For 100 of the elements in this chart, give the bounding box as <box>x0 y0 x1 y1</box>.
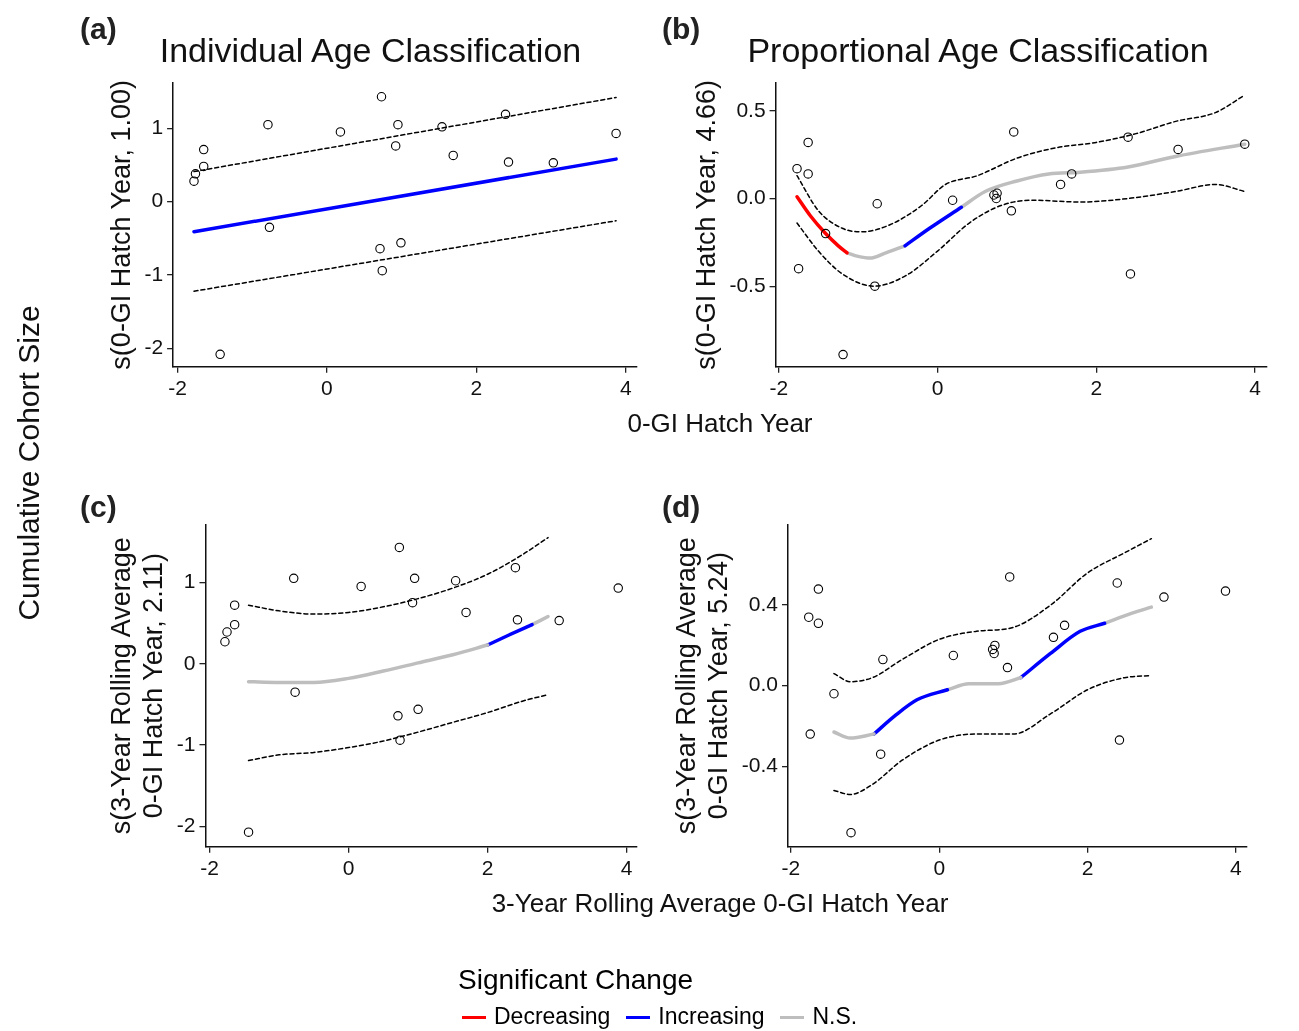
point <box>1066 169 1077 179</box>
x-tick-label: 0 <box>931 376 944 400</box>
point <box>804 612 814 622</box>
point <box>838 349 848 360</box>
point <box>820 228 831 239</box>
point <box>377 265 387 276</box>
line-series <box>872 687 950 736</box>
point <box>189 176 199 186</box>
line-series <box>247 693 549 762</box>
point <box>461 607 471 618</box>
y-tick-label: -1 <box>176 731 196 755</box>
point <box>503 157 514 167</box>
line-series <box>246 643 490 685</box>
point <box>875 749 886 759</box>
point <box>413 704 423 715</box>
x-tick-label: 2 <box>470 376 483 400</box>
x-axis-title: 0-GI Hatch Year <box>626 408 814 439</box>
point <box>437 122 447 132</box>
point <box>554 615 564 626</box>
point <box>396 238 406 248</box>
point <box>448 150 458 161</box>
legend-title: Significant Change <box>458 964 694 996</box>
line-series <box>1019 621 1107 680</box>
point <box>813 618 824 629</box>
point <box>872 199 882 209</box>
point <box>229 619 240 630</box>
point <box>512 615 523 625</box>
x-tick-label: 0 <box>342 856 355 880</box>
point <box>1240 139 1250 149</box>
chart-title: Individual Age Classification <box>159 30 582 69</box>
text: (a) <box>80 12 117 46</box>
point <box>613 583 623 593</box>
point <box>813 584 824 594</box>
point <box>1002 662 1013 673</box>
point <box>1123 132 1133 142</box>
legend-label: Decreasing <box>494 1003 611 1029</box>
y-tick-label: 0.5 <box>736 97 766 121</box>
point <box>947 195 958 206</box>
x-tick-label: 4 <box>620 856 633 880</box>
point <box>243 827 254 837</box>
y-tick-label: 0.0 <box>748 672 778 696</box>
point <box>948 650 959 661</box>
y-tick-label: -1 <box>144 261 164 285</box>
point <box>611 128 621 139</box>
x-tick-label: 4 <box>1249 376 1262 400</box>
y-tick-label: -2 <box>176 813 196 837</box>
point <box>376 91 387 102</box>
point <box>1055 179 1066 190</box>
point <box>987 644 998 655</box>
line-series <box>845 244 907 260</box>
y-tick-label: 0 <box>183 650 196 674</box>
x-tick-label: 2 <box>481 856 494 880</box>
point <box>222 627 232 637</box>
text: (b) <box>662 12 701 46</box>
line-series <box>247 536 549 615</box>
y-tick-label: -2 <box>144 335 164 359</box>
point <box>878 654 888 665</box>
x-tick-label: -2 <box>200 856 219 880</box>
x-tick-label: 4 <box>1230 856 1243 880</box>
y-tick-label: 0.0 <box>736 185 766 209</box>
point <box>264 222 275 233</box>
point <box>805 729 815 739</box>
legend-label: Increasing <box>658 1003 765 1029</box>
point <box>335 127 346 137</box>
x-tick-label: 0 <box>321 376 333 400</box>
point <box>1059 620 1070 631</box>
line-series <box>833 537 1153 683</box>
point <box>803 169 813 179</box>
point <box>1006 206 1017 216</box>
point <box>220 637 230 647</box>
point <box>1173 144 1183 155</box>
point <box>190 169 201 179</box>
point <box>356 581 366 592</box>
y-axis-title: s(0-GI Hatch Year, 4.66) <box>690 79 721 370</box>
line-series <box>795 195 849 255</box>
point <box>288 573 299 584</box>
point <box>290 687 300 697</box>
point <box>991 193 1002 204</box>
point <box>1048 632 1059 643</box>
x-tick-label: 2 <box>1081 856 1094 880</box>
legend-label: N.S. <box>812 1003 858 1029</box>
chart-title: Proportional Age Classification <box>747 30 1209 69</box>
point <box>450 575 461 586</box>
point <box>1220 586 1231 596</box>
point <box>548 158 559 168</box>
y-tick-label: 0 <box>151 188 164 212</box>
point <box>215 349 225 360</box>
point <box>390 141 401 151</box>
point <box>1159 592 1169 602</box>
point <box>393 119 403 130</box>
point <box>846 827 856 838</box>
y-tick-label: -0.4 <box>741 753 779 777</box>
y-tick-label: -0.5 <box>729 272 766 296</box>
y-axis-title: s(0-GI Hatch Year, 1.00) <box>105 79 136 370</box>
point <box>407 597 418 608</box>
y-tick-label: 0.4 <box>748 591 779 615</box>
y-axis-title: s(3-Year Rolling Average 0-GI Hatch Year, 2.11) <box>105 537 169 835</box>
point <box>792 163 802 174</box>
point <box>500 109 511 120</box>
point <box>1112 578 1122 588</box>
